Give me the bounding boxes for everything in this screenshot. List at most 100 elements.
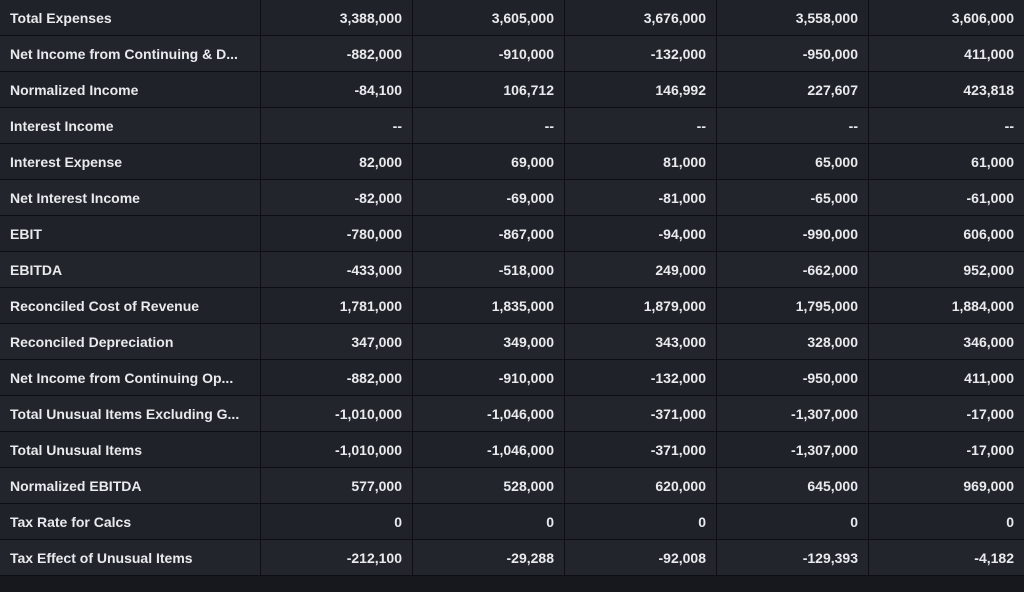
table-cell: -882,000 [261,360,413,395]
row-label: Interest Income [0,108,261,143]
row-label: Net Income from Continuing & D... [0,36,261,71]
table-cell: 69,000 [413,144,565,179]
table-cell: -867,000 [413,216,565,251]
table-cell: 343,000 [565,324,717,359]
table-cell: 528,000 [413,468,565,503]
table-cell: 3,605,000 [413,0,565,35]
table-cell: -84,100 [261,72,413,107]
table-row[interactable]: EBITDA -433,000 -518,000 249,000 -662,00… [0,252,1024,288]
table-cell: 61,000 [869,144,1024,179]
table-cell: -4,182 [869,540,1024,575]
table-cell: -129,393 [717,540,869,575]
row-label: EBIT [0,216,261,251]
table-cell: 349,000 [413,324,565,359]
table-cell: 347,000 [261,324,413,359]
table-row[interactable]: Reconciled Depreciation 347,000 349,000 … [0,324,1024,360]
table-cell: -1,307,000 [717,396,869,431]
table-cell: -82,000 [261,180,413,215]
table-cell: -- [413,108,565,143]
row-label: Total Expenses [0,0,261,35]
table-cell: 1,835,000 [413,288,565,323]
table-cell: -1,046,000 [413,396,565,431]
table-cell: -92,008 [565,540,717,575]
table-cell: -1,010,000 [261,432,413,467]
table-row[interactable]: Total Unusual Items -1,010,000 -1,046,00… [0,432,1024,468]
table-cell: -433,000 [261,252,413,287]
row-label: Total Unusual Items [0,432,261,467]
table-cell: -132,000 [565,36,717,71]
table-row[interactable]: Reconciled Cost of Revenue 1,781,000 1,8… [0,288,1024,324]
table-cell: 0 [261,504,413,539]
table-cell: 81,000 [565,144,717,179]
table-cell: 411,000 [869,360,1024,395]
table-cell: 411,000 [869,36,1024,71]
table-cell: -17,000 [869,396,1024,431]
table-cell: 0 [869,504,1024,539]
table-row[interactable]: Interest Expense 82,000 69,000 81,000 65… [0,144,1024,180]
table-cell: 1,879,000 [565,288,717,323]
table-row[interactable]: Normalized EBITDA 577,000 528,000 620,00… [0,468,1024,504]
row-label: Reconciled Depreciation [0,324,261,359]
table-row[interactable]: Net Interest Income -82,000 -69,000 -81,… [0,180,1024,216]
table-cell: -1,307,000 [717,432,869,467]
table-cell: 952,000 [869,252,1024,287]
table-cell: -- [261,108,413,143]
row-label: Tax Effect of Unusual Items [0,540,261,575]
table-cell: -950,000 [717,360,869,395]
table-row[interactable]: Net Income from Continuing & D... -882,0… [0,36,1024,72]
table-cell: -371,000 [565,396,717,431]
row-label: EBITDA [0,252,261,287]
table-cell: 146,992 [565,72,717,107]
table-cell: 620,000 [565,468,717,503]
table-cell: 423,818 [869,72,1024,107]
table-cell: 969,000 [869,468,1024,503]
table-row[interactable]: Interest Income -- -- -- -- -- [0,108,1024,144]
table-cell: -- [717,108,869,143]
table-cell: 227,607 [717,72,869,107]
table-cell: 606,000 [869,216,1024,251]
table-cell: -910,000 [413,36,565,71]
table-cell: -69,000 [413,180,565,215]
table-row[interactable]: Net Income from Continuing Op... -882,00… [0,360,1024,396]
table-cell: 577,000 [261,468,413,503]
table-cell: -94,000 [565,216,717,251]
table-cell: -780,000 [261,216,413,251]
table-cell: -17,000 [869,432,1024,467]
table-cell: -1,046,000 [413,432,565,467]
row-label: Total Unusual Items Excluding G... [0,396,261,431]
table-cell: -371,000 [565,432,717,467]
table-row[interactable]: Tax Rate for Calcs 0 0 0 0 0 [0,504,1024,540]
table-cell: -212,100 [261,540,413,575]
table-cell: -132,000 [565,360,717,395]
table-row[interactable]: Total Unusual Items Excluding G... -1,01… [0,396,1024,432]
table-cell: 106,712 [413,72,565,107]
table-row[interactable]: Tax Effect of Unusual Items -212,100 -29… [0,540,1024,576]
table-cell: 3,388,000 [261,0,413,35]
table-cell: -81,000 [565,180,717,215]
table-cell: -882,000 [261,36,413,71]
table-cell: -65,000 [717,180,869,215]
table-row[interactable]: Normalized Income -84,100 106,712 146,99… [0,72,1024,108]
row-label: Normalized Income [0,72,261,107]
table-cell: 249,000 [565,252,717,287]
table-cell: 3,676,000 [565,0,717,35]
table-cell: 3,606,000 [869,0,1024,35]
table-cell: 346,000 [869,324,1024,359]
table-cell: -990,000 [717,216,869,251]
row-label: Tax Rate for Calcs [0,504,261,539]
table-cell: 328,000 [717,324,869,359]
table-cell: 82,000 [261,144,413,179]
table-row[interactable]: Total Expenses 3,388,000 3,605,000 3,676… [0,0,1024,36]
table-cell: -- [869,108,1024,143]
row-label: Net Income from Continuing Op... [0,360,261,395]
table-cell: 0 [717,504,869,539]
table-cell: 0 [413,504,565,539]
row-label: Interest Expense [0,144,261,179]
row-label: Normalized EBITDA [0,468,261,503]
table-cell: 1,884,000 [869,288,1024,323]
table-cell: -1,010,000 [261,396,413,431]
table-cell: -518,000 [413,252,565,287]
table-cell: -29,288 [413,540,565,575]
table-row[interactable]: EBIT -780,000 -867,000 -94,000 -990,000 … [0,216,1024,252]
table-cell: 1,781,000 [261,288,413,323]
